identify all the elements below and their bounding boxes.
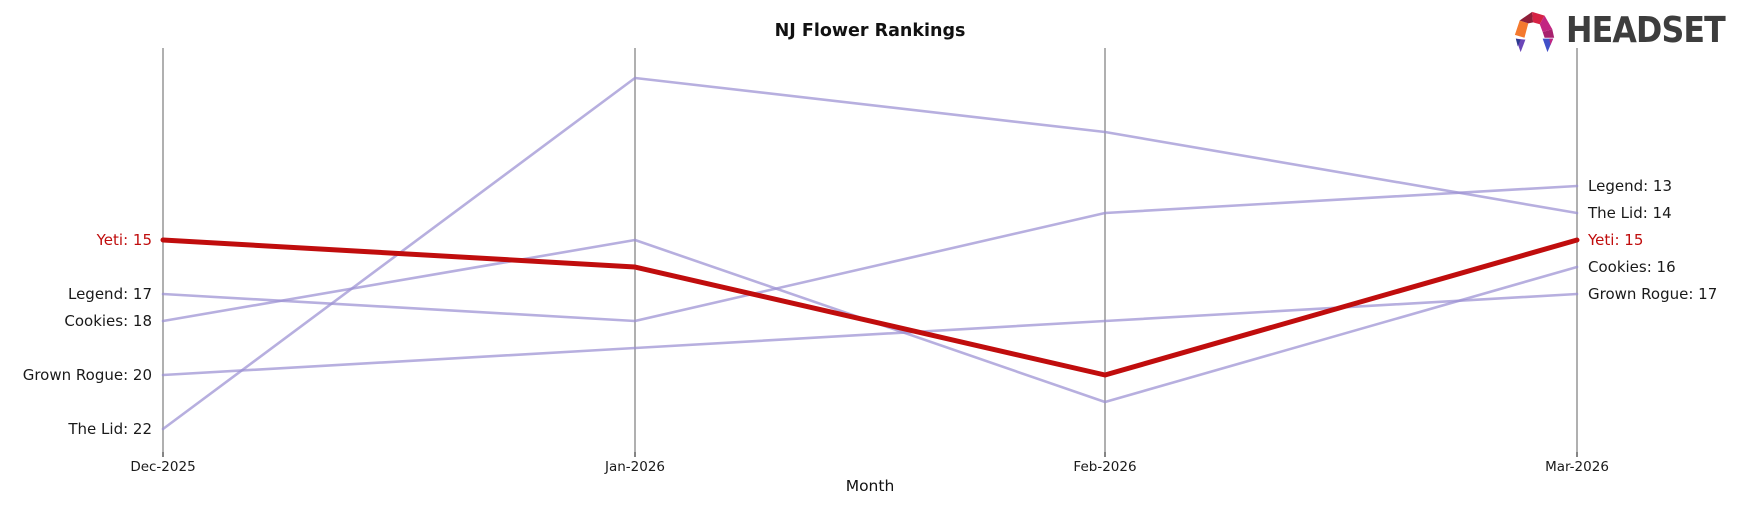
x-tick-label: Mar-2026 [1545, 459, 1609, 475]
series-label-left: Cookies: 18 [64, 312, 152, 330]
headset-logo-icon [1515, 11, 1555, 53]
headset-logo-text: HEADSET [1566, 10, 1726, 51]
series-label-left: Yeti: 15 [96, 231, 152, 249]
series-label-right: Legend: 13 [1588, 177, 1672, 195]
series-label-right: Grown Rogue: 17 [1588, 285, 1717, 303]
series-label-right: Yeti: 15 [1587, 231, 1643, 249]
series-label-right: The Lid: 14 [1587, 204, 1672, 222]
series-label-left: Legend: 17 [68, 285, 152, 303]
x-axis-label: Month [845, 477, 895, 495]
series-label-left: The Lid: 22 [67, 420, 152, 438]
series-label-right: Cookies: 16 [1588, 258, 1676, 276]
headset-logo: HEADSET [1512, 8, 1747, 54]
series-line-yeti [160, 237, 1580, 378]
x-tick-label: Jan-2026 [604, 459, 665, 475]
x-tick-label: Feb-2026 [1073, 459, 1136, 475]
chart-title: NJ Flower Rankings [774, 21, 966, 41]
x-tick-label: Dec-2025 [130, 459, 195, 475]
series-line-legend [161, 184, 1579, 323]
series-label-left: Grown Rogue: 20 [23, 366, 152, 384]
